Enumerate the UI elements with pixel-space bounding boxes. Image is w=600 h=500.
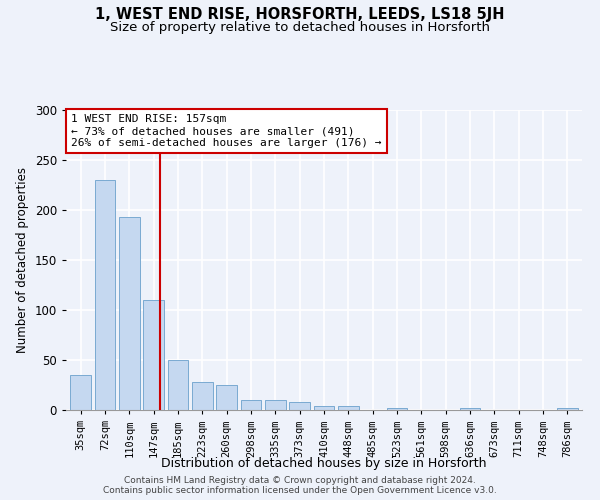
Bar xyxy=(241,400,262,410)
Text: Distribution of detached houses by size in Horsforth: Distribution of detached houses by size … xyxy=(161,458,487,470)
Bar xyxy=(143,300,164,410)
Bar xyxy=(95,180,115,410)
Bar xyxy=(167,360,188,410)
Text: Contains HM Land Registry data © Crown copyright and database right 2024.
Contai: Contains HM Land Registry data © Crown c… xyxy=(103,476,497,495)
Bar xyxy=(289,402,310,410)
Bar xyxy=(338,406,359,410)
Y-axis label: Number of detached properties: Number of detached properties xyxy=(16,167,29,353)
Bar xyxy=(192,382,212,410)
Bar xyxy=(460,408,481,410)
Text: 1, WEST END RISE, HORSFORTH, LEEDS, LS18 5JH: 1, WEST END RISE, HORSFORTH, LEEDS, LS18… xyxy=(95,8,505,22)
Bar xyxy=(386,408,407,410)
Bar xyxy=(216,385,237,410)
Bar xyxy=(70,375,91,410)
Text: Size of property relative to detached houses in Horsforth: Size of property relative to detached ho… xyxy=(110,22,490,35)
Bar xyxy=(265,400,286,410)
Bar xyxy=(557,408,578,410)
Text: 1 WEST END RISE: 157sqm
← 73% of detached houses are smaller (491)
26% of semi-d: 1 WEST END RISE: 157sqm ← 73% of detache… xyxy=(71,114,382,148)
Bar xyxy=(119,217,140,410)
Bar xyxy=(314,406,334,410)
